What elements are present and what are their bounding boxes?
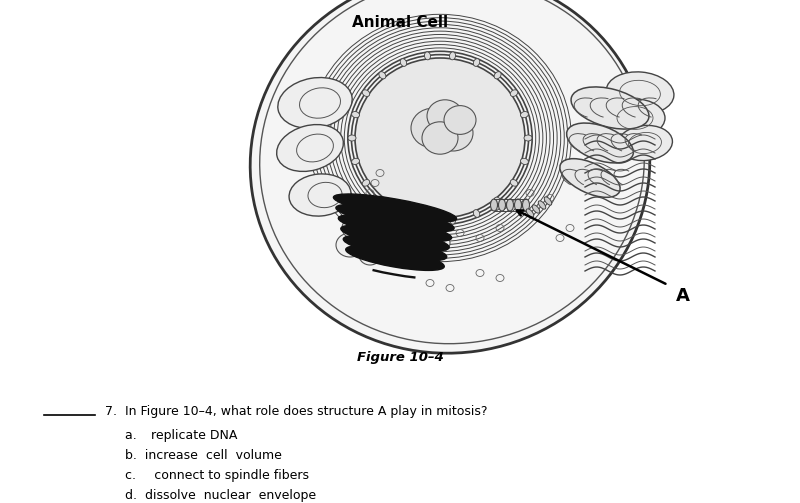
Text: 7.  In Figure 10–4, what role does structure A play in mitosis?: 7. In Figure 10–4, what role does struct…	[105, 405, 487, 418]
Ellipse shape	[277, 125, 343, 172]
Ellipse shape	[474, 59, 480, 66]
Ellipse shape	[336, 233, 364, 257]
Ellipse shape	[560, 158, 620, 197]
Ellipse shape	[278, 77, 352, 128]
Text: a.   replicate DNA: a. replicate DNA	[125, 429, 238, 442]
Ellipse shape	[400, 210, 406, 217]
Ellipse shape	[346, 245, 444, 271]
Ellipse shape	[524, 135, 532, 141]
Ellipse shape	[348, 135, 356, 141]
Text: c.    connect to spindle fibers: c. connect to spindle fibers	[125, 469, 309, 482]
Ellipse shape	[538, 201, 546, 209]
Ellipse shape	[618, 125, 673, 160]
Ellipse shape	[514, 199, 522, 211]
Ellipse shape	[571, 87, 649, 129]
Ellipse shape	[379, 71, 386, 79]
Ellipse shape	[494, 71, 501, 79]
Ellipse shape	[450, 216, 455, 224]
Ellipse shape	[498, 199, 506, 211]
Text: Figure 10–4: Figure 10–4	[357, 351, 443, 364]
Ellipse shape	[544, 197, 552, 205]
Ellipse shape	[521, 158, 528, 164]
Ellipse shape	[606, 72, 674, 114]
Ellipse shape	[400, 59, 406, 66]
Ellipse shape	[336, 204, 454, 232]
Ellipse shape	[352, 112, 359, 118]
Ellipse shape	[342, 217, 368, 239]
Ellipse shape	[341, 225, 449, 251]
Ellipse shape	[566, 123, 634, 163]
Ellipse shape	[343, 235, 446, 261]
Ellipse shape	[362, 90, 370, 97]
Ellipse shape	[433, 115, 473, 151]
Ellipse shape	[359, 245, 381, 265]
Ellipse shape	[450, 52, 455, 60]
Ellipse shape	[425, 52, 430, 60]
Ellipse shape	[425, 216, 430, 224]
Ellipse shape	[510, 90, 518, 97]
Ellipse shape	[490, 199, 498, 211]
Ellipse shape	[289, 174, 351, 216]
Ellipse shape	[522, 199, 530, 211]
Ellipse shape	[250, 0, 650, 353]
Ellipse shape	[430, 234, 450, 252]
Ellipse shape	[444, 106, 476, 134]
Ellipse shape	[352, 158, 359, 164]
Ellipse shape	[521, 112, 528, 118]
Ellipse shape	[411, 108, 455, 148]
Ellipse shape	[334, 194, 457, 222]
Ellipse shape	[526, 209, 534, 217]
Ellipse shape	[408, 240, 432, 262]
Ellipse shape	[379, 197, 386, 204]
Ellipse shape	[494, 197, 501, 204]
Ellipse shape	[474, 210, 480, 217]
Ellipse shape	[427, 100, 463, 132]
Ellipse shape	[355, 58, 525, 218]
Text: d.  dissolve  nuclear  envelope: d. dissolve nuclear envelope	[125, 489, 316, 502]
Ellipse shape	[605, 99, 665, 137]
Ellipse shape	[506, 199, 514, 211]
Text: A: A	[676, 287, 690, 305]
Text: b.  increase  cell  volume: b. increase cell volume	[125, 449, 282, 462]
Ellipse shape	[362, 180, 370, 186]
Ellipse shape	[338, 215, 452, 241]
Ellipse shape	[510, 180, 518, 186]
Ellipse shape	[422, 122, 458, 154]
Text: Animal Cell: Animal Cell	[352, 15, 448, 30]
Ellipse shape	[532, 205, 540, 213]
